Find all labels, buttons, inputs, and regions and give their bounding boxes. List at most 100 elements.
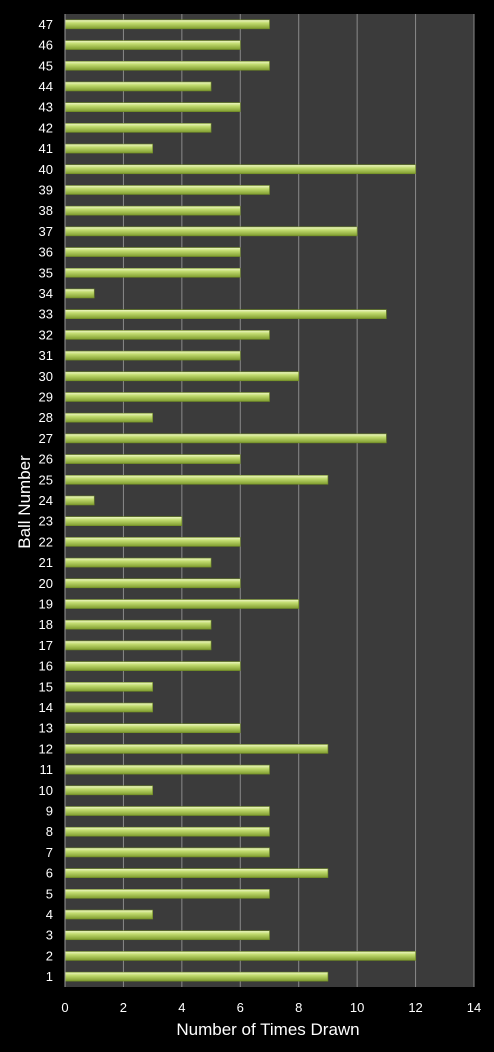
x-tick-label-12: 12 [408,1000,422,1015]
bar-ball-6 [64,868,329,878]
y-tick-label-40: 40 [39,162,53,177]
y-tick-label-1: 1 [46,969,53,984]
y-tick-label-43: 43 [39,100,53,115]
bar-ball-26 [64,454,241,464]
x-tick-label-2: 2 [120,1000,127,1015]
bar-ball-37 [64,226,358,237]
bar-ball-36 [64,247,241,257]
bar-ball-7 [64,847,270,858]
bar-ball-29 [64,392,270,402]
y-tick-label-36: 36 [39,245,53,260]
bar-ball-27 [64,433,387,444]
bar-ball-3 [64,930,270,941]
bar-ball-5 [64,889,270,899]
bar-ball-15 [64,682,153,692]
x-tick-label-10: 10 [350,1000,364,1015]
bar-ball-13 [64,723,241,734]
bar-ball-38 [64,205,241,216]
y-tick-label-27: 27 [39,431,53,446]
bar-ball-9 [64,806,270,816]
y-tick-label-12: 12 [39,741,53,756]
x-tick-label-0: 0 [61,1000,68,1015]
y-tick-label-33: 33 [39,307,53,322]
y-tick-label-11: 11 [40,762,54,777]
bar-ball-46 [64,40,241,50]
bar-ball-4 [64,909,153,920]
y-tick-label-29: 29 [39,389,53,404]
bar-ball-28 [64,412,153,423]
y-tick-label-28: 28 [39,410,53,425]
y-tick-label-39: 39 [39,182,53,197]
bar-ball-10 [64,785,153,796]
y-tick-label-22: 22 [39,534,53,549]
bar-ball-21 [64,557,212,568]
bar-ball-23 [64,516,183,527]
bar-ball-18 [64,619,212,630]
y-tick-label-5: 5 [46,886,53,901]
bar-ball-45 [64,60,270,71]
bar-ball-1 [64,971,329,982]
y-tick-label-45: 45 [39,58,53,73]
y-tick-label-4: 4 [46,907,53,922]
bar-ball-31 [64,350,241,361]
plot-area [65,14,474,987]
bar-ball-30 [64,371,300,382]
y-tick-label-44: 44 [39,79,53,94]
y-tick-label-18: 18 [39,617,53,632]
y-tick-label-41: 41 [39,141,53,156]
bar-ball-16 [64,661,241,671]
y-tick-label-20: 20 [39,576,53,591]
bar-ball-43 [64,102,241,112]
y-tick-label-15: 15 [39,679,53,694]
y-tick-label-23: 23 [39,514,53,529]
y-tick-label-14: 14 [39,700,53,715]
bar-ball-33 [64,309,387,319]
bar-ball-35 [64,267,241,278]
y-tick-label-30: 30 [39,369,53,384]
bar-ball-32 [64,330,270,340]
y-tick-label-21: 21 [39,555,53,570]
x-tick-label-6: 6 [237,1000,244,1015]
y-tick-label-17: 17 [39,638,53,653]
y-axis-title: Ball Number [15,455,34,549]
bar-ball-39 [64,185,270,195]
y-tick-label-13: 13 [39,721,53,736]
y-tick-label-26: 26 [39,452,53,467]
y-tick-label-25: 25 [39,472,53,487]
y-tick-label-8: 8 [46,824,53,839]
x-tick-label-8: 8 [295,1000,302,1015]
bar-ball-40 [64,164,416,175]
bar-ball-41 [64,143,153,154]
y-tick-label-37: 37 [39,224,53,239]
x-tick-label-14: 14 [467,1000,481,1015]
y-tick-label-19: 19 [39,597,53,612]
bar-ball-24 [64,495,95,506]
y-tick-label-10: 10 [39,783,53,798]
bar-ball-17 [64,640,212,651]
bar-ball-14 [64,702,153,713]
y-tick-label-6: 6 [46,866,53,881]
x-tick-label-4: 4 [178,1000,185,1015]
bar-ball-20 [64,578,241,589]
y-tick-label-42: 42 [39,120,53,135]
bar-ball-2 [64,951,416,961]
bar-ball-12 [64,744,329,754]
y-tick-label-2: 2 [46,948,53,963]
y-tick-label-7: 7 [46,845,53,860]
bar-ball-25 [64,474,329,485]
y-tick-label-16: 16 [39,659,53,674]
bar-ball-44 [64,81,212,92]
y-tick-label-3: 3 [46,928,53,943]
y-tick-label-9: 9 [46,804,53,819]
y-tick-label-35: 35 [39,265,53,280]
bar-ball-34 [64,288,95,299]
y-tick-label-32: 32 [39,327,53,342]
bar-ball-19 [64,599,300,609]
y-tick-label-47: 47 [39,17,53,32]
y-tick-label-38: 38 [39,203,53,218]
bar-ball-42 [64,123,212,133]
bar-ball-22 [64,537,241,547]
bar-ball-11 [64,764,270,775]
bar-ball-8 [64,826,270,837]
